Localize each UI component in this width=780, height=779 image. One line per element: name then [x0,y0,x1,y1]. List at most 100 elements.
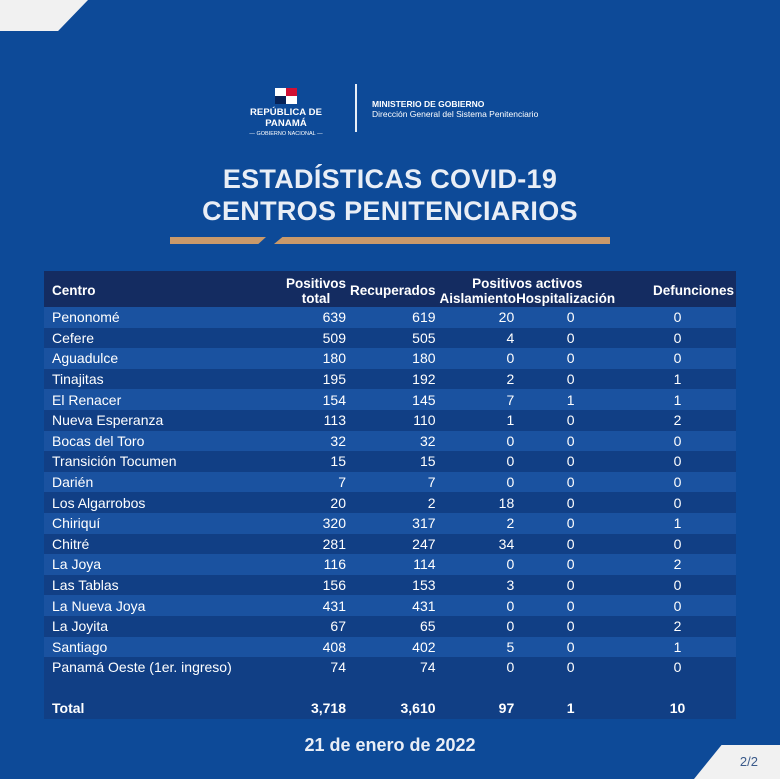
table-cell: 2 [619,554,736,575]
table-cell: 0 [619,430,736,452]
blank-row [44,677,736,698]
table-cell: 0 [522,533,620,555]
table-cell: 0 [522,430,620,452]
table-cell: 619 [346,307,436,328]
col-defunciones: Defunciones [619,271,736,307]
table-cell: 2 [435,368,523,390]
table-cell: 3,718 [264,697,346,719]
table-cell: Aguadulce [44,348,264,369]
table-cell: 0 [522,657,620,678]
table-row: El Renacer 154 145 7 1 1 [44,389,736,410]
table-cell: 0 [435,348,523,369]
table-cell: 0 [435,657,523,678]
table-row: Chiriquí 320 317 2 0 1 [44,512,736,534]
table-cell: 145 [346,389,436,410]
direction-name: Dirección General del Sistema Penitencia… [372,109,539,119]
table-cell: Bocas del Toro [44,430,264,452]
col-aislamiento: Aislamiento [439,291,517,306]
accent-bar [170,237,266,244]
table-cell: 2 [346,492,436,513]
table-cell: 0 [435,451,523,472]
table-cell: 0 [522,307,620,328]
table-cell: 431 [264,595,346,616]
panama-flag-icon [275,88,297,104]
ministry-block: MINISTERIO DE GOBIERNO Dirección General… [372,99,538,119]
table-cell: Chitré [44,533,264,555]
table-cell: 1 [619,389,736,410]
table-cell: 113 [264,409,346,431]
table-cell: 7 [435,389,523,410]
table-cell: 3,610 [346,697,436,719]
ministry-name: MINISTERIO DE GOBIERNO [372,99,485,109]
table-cell: 97 [435,697,523,719]
report-date: 21 de enero de 2022 [304,735,476,755]
table-cell: 154 [264,389,346,410]
table-header: Centro Positivos total Recuperados Positi… [44,271,736,307]
table-cell [522,677,620,698]
table-cell: 18 [435,492,523,513]
table-cell: Panamá Oeste (1er. ingreso) [44,657,264,678]
table-cell: Transición Tocumen [44,451,264,472]
table-cell: 153 [346,574,436,596]
table-cell: Santiago [44,636,264,658]
table-cell: La Nueva Joya [44,595,264,616]
table-row: Cefere 509 505 4 0 0 [44,327,736,349]
table-row: La Joyita 67 65 0 0 2 [44,615,736,637]
table-cell: Chiriquí [44,512,264,534]
table-cell: 0 [435,554,523,575]
table-cell [346,677,436,698]
col-hospitalizacion: Hospitalización [516,291,616,306]
table-cell: 0 [522,471,620,493]
table-cell: 0 [522,348,620,369]
col-positivos-activos: Positivos activos Aislamiento Hospitaliza… [435,271,620,307]
table-cell: 32 [264,430,346,452]
table-cell: 317 [346,512,436,534]
table-cell: 7 [346,471,436,493]
corner-decoration [0,0,88,31]
table-cell: 5 [435,636,523,658]
table-cell: 320 [264,512,346,534]
table-row: Bocas del Toro 32 32 0 0 0 [44,430,736,452]
table-cell: 2 [619,615,736,637]
table-row: Tinajitas 195 192 2 0 1 [44,368,736,390]
table-cell: 1 [619,512,736,534]
table-row: Santiago 408 402 5 0 1 [44,636,736,658]
table-cell: 0 [435,615,523,637]
table-cell: 7 [264,471,346,493]
table-row: Penonomé 639 619 20 0 0 [44,307,736,328]
table-cell: 509 [264,327,346,349]
table-cell: 1 [435,409,523,431]
table-cell: 0 [435,471,523,493]
table-row: La Joya 116 114 0 0 2 [44,554,736,575]
country-name: REPÚBLICA DE PANAMÁ [249,107,323,129]
table-row: Panamá Oeste (1er. ingreso) 74 74 0 0 0 [44,657,736,678]
table-cell: El Renacer [44,389,264,410]
table-cell: La Joya [44,554,264,575]
title-line-2: CENTROS PENITENCIARIOS [202,196,578,226]
table-cell: 0 [522,409,620,431]
page-number: 2/2 [739,754,758,769]
table-cell: 0 [619,574,736,596]
table-cell: 0 [619,657,736,678]
table-row: Chitré 281 247 34 0 0 [44,533,736,555]
table-cell: 114 [346,554,436,575]
table-cell: 0 [522,512,620,534]
table-cell: 0 [619,492,736,513]
table-cell: 3 [435,574,523,596]
table-row: Las Tablas 156 153 3 0 0 [44,574,736,596]
table-cell: 156 [264,574,346,596]
table-cell [435,677,523,698]
table-cell [44,677,264,698]
table-cell: 0 [522,368,620,390]
table-cell: 247 [346,533,436,555]
table-row: Nueva Esperanza 113 110 1 0 2 [44,409,736,431]
stats-table: Centro Positivos total Recuperados Positi… [44,271,736,719]
table-cell: 0 [619,471,736,493]
table-cell: 0 [522,554,620,575]
table-cell: 0 [619,533,736,555]
title-line-1: ESTADÍSTICAS COVID-19 [222,164,558,194]
accent-bar [274,237,610,244]
table-cell: 32 [346,430,436,452]
table-cell: Tinajitas [44,368,264,390]
table-row: La Nueva Joya 431 431 0 0 0 [44,595,736,616]
